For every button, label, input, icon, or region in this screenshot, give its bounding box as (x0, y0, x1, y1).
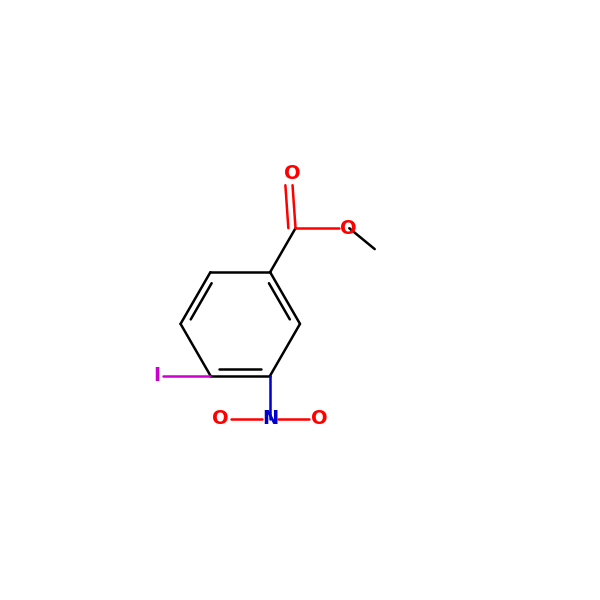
Text: O: O (340, 219, 356, 238)
Text: O: O (284, 164, 301, 183)
Text: I: I (153, 366, 160, 385)
Text: N: N (262, 409, 278, 428)
Text: O: O (212, 409, 229, 428)
Text: O: O (311, 409, 328, 428)
